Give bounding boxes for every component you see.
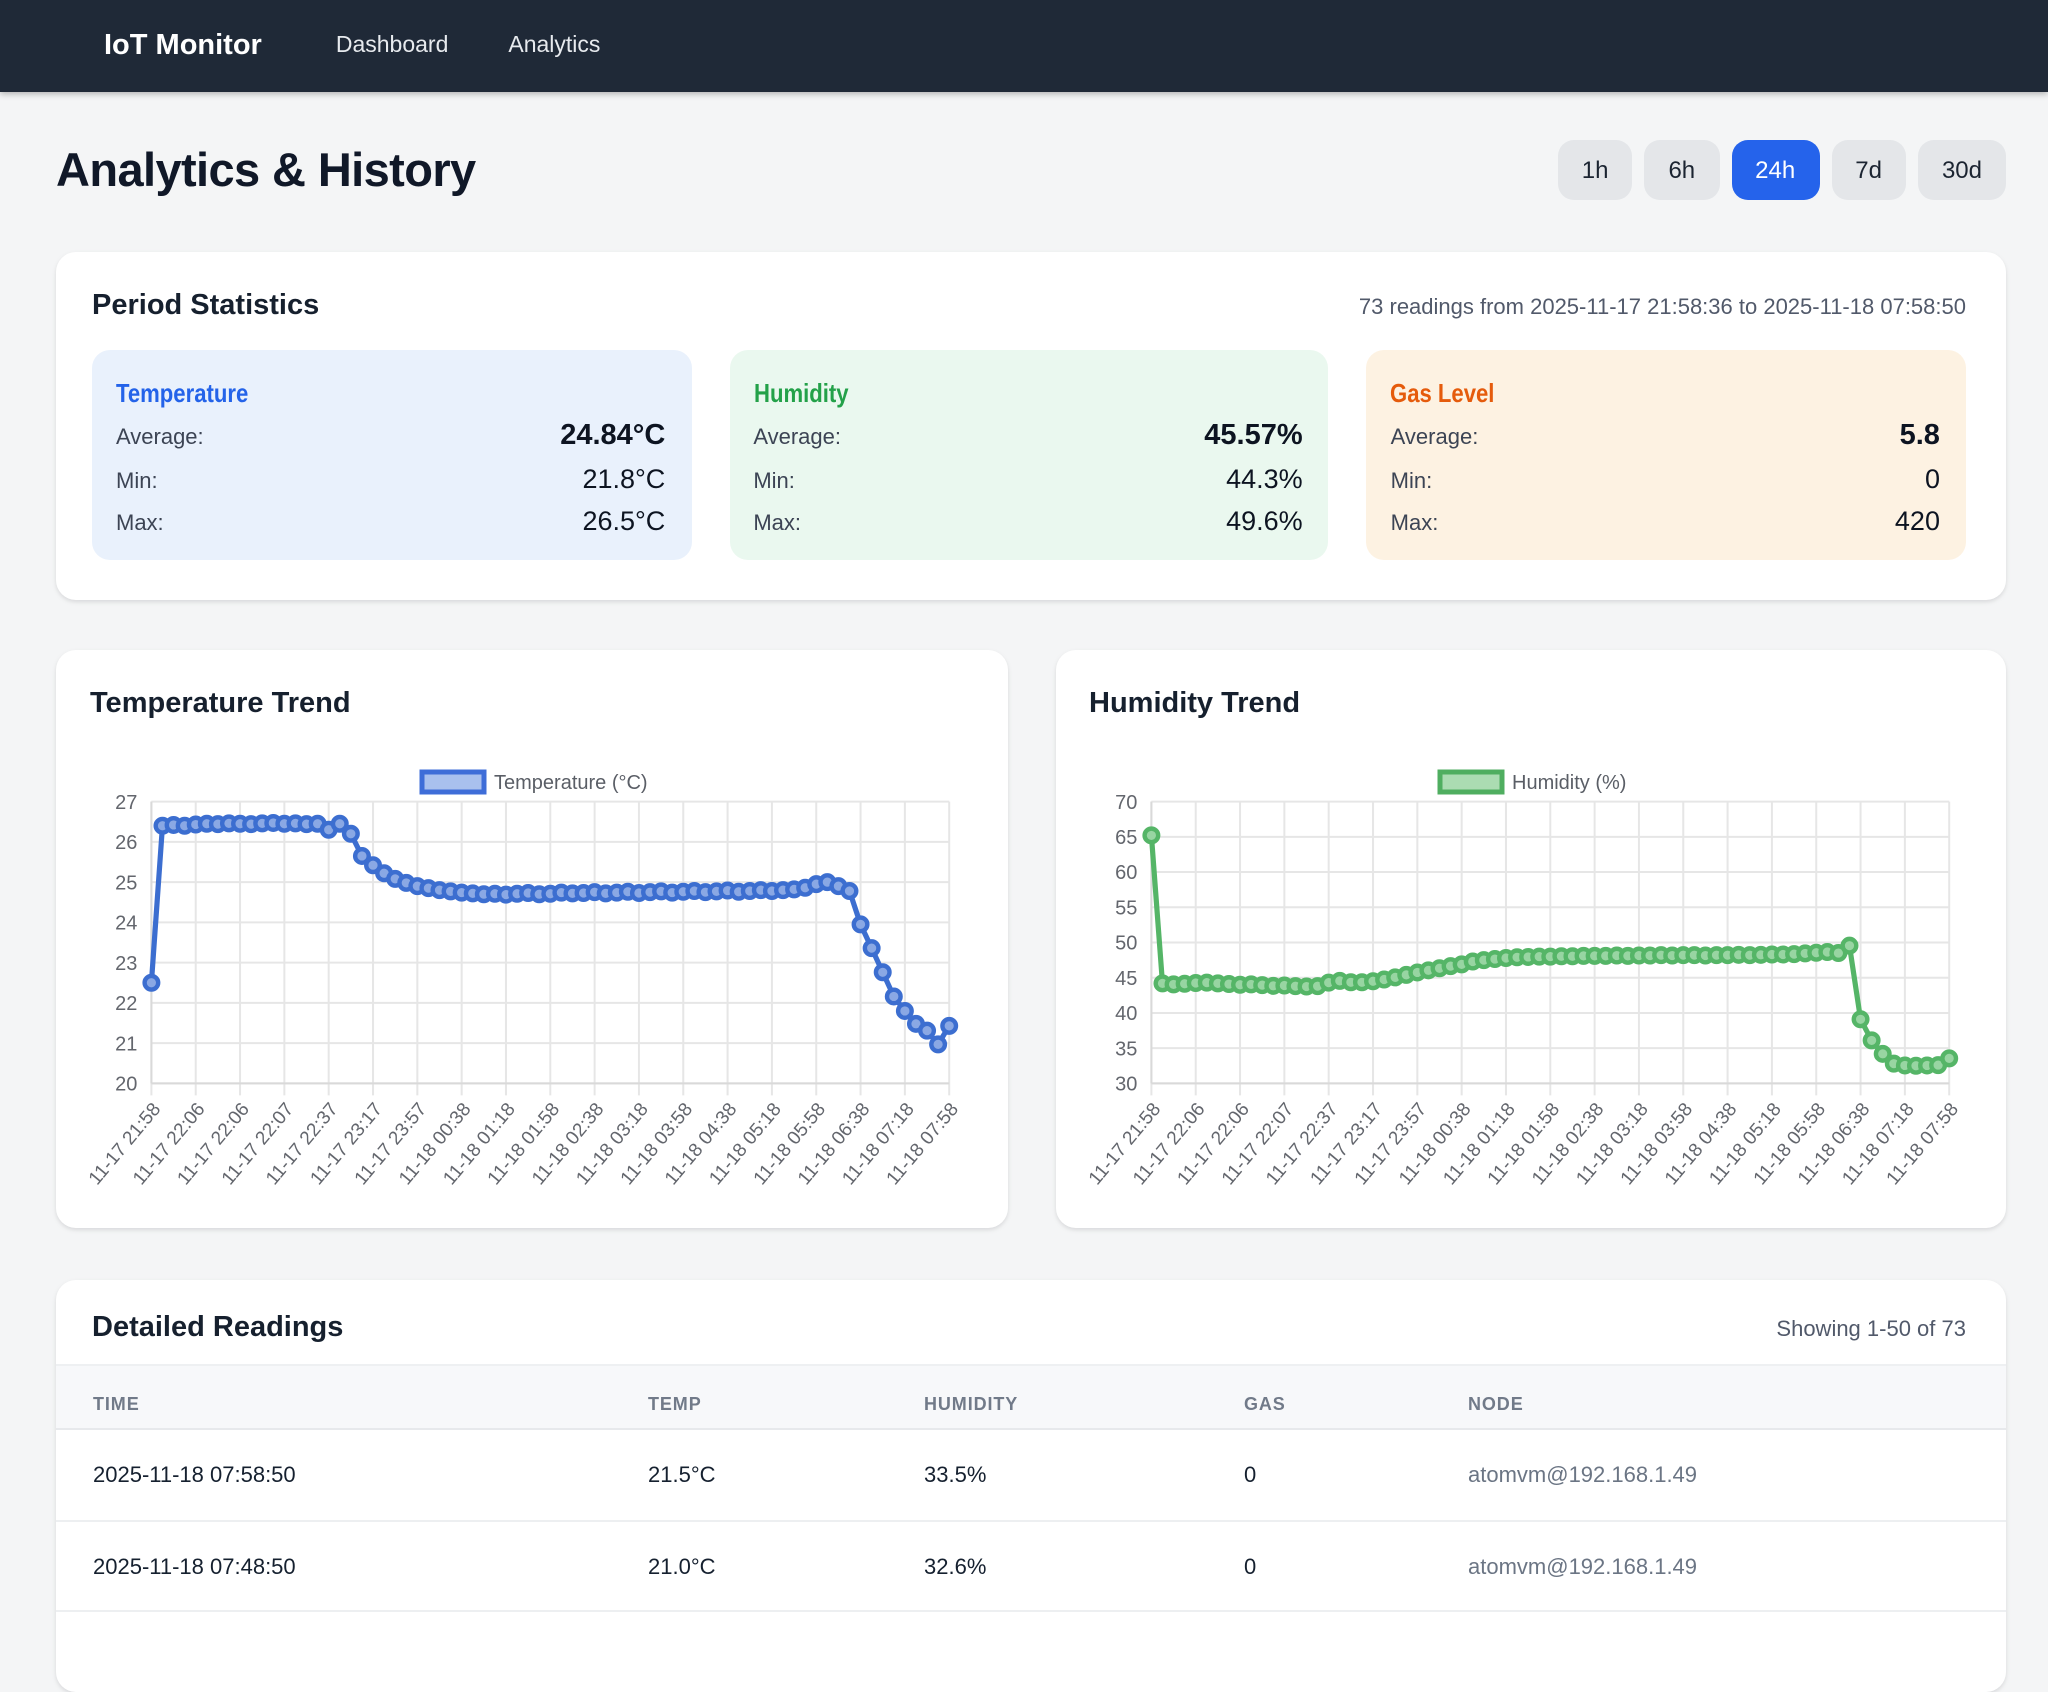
svg-text:60: 60 (1114, 862, 1136, 884)
svg-text:24: 24 (115, 913, 137, 935)
svg-text:22: 22 (115, 993, 137, 1015)
svg-text:45: 45 (1114, 968, 1136, 990)
svg-text:50: 50 (1114, 933, 1136, 955)
svg-text:Humidity (%): Humidity (%) (1511, 772, 1625, 794)
svg-text:26: 26 (115, 832, 137, 854)
svg-text:27: 27 (115, 792, 137, 814)
svg-text:21: 21 (115, 1033, 137, 1055)
svg-text:20: 20 (115, 1074, 137, 1096)
svg-text:23: 23 (115, 953, 137, 975)
svg-text:25: 25 (115, 872, 137, 894)
svg-text:65: 65 (1114, 827, 1136, 849)
svg-text:30: 30 (1114, 1074, 1136, 1096)
svg-text:70: 70 (1114, 792, 1136, 814)
svg-text:Temperature (°C): Temperature (°C) (494, 772, 648, 794)
svg-text:40: 40 (1114, 1003, 1136, 1025)
svg-text:55: 55 (1114, 897, 1136, 919)
svg-text:35: 35 (1114, 1038, 1136, 1060)
